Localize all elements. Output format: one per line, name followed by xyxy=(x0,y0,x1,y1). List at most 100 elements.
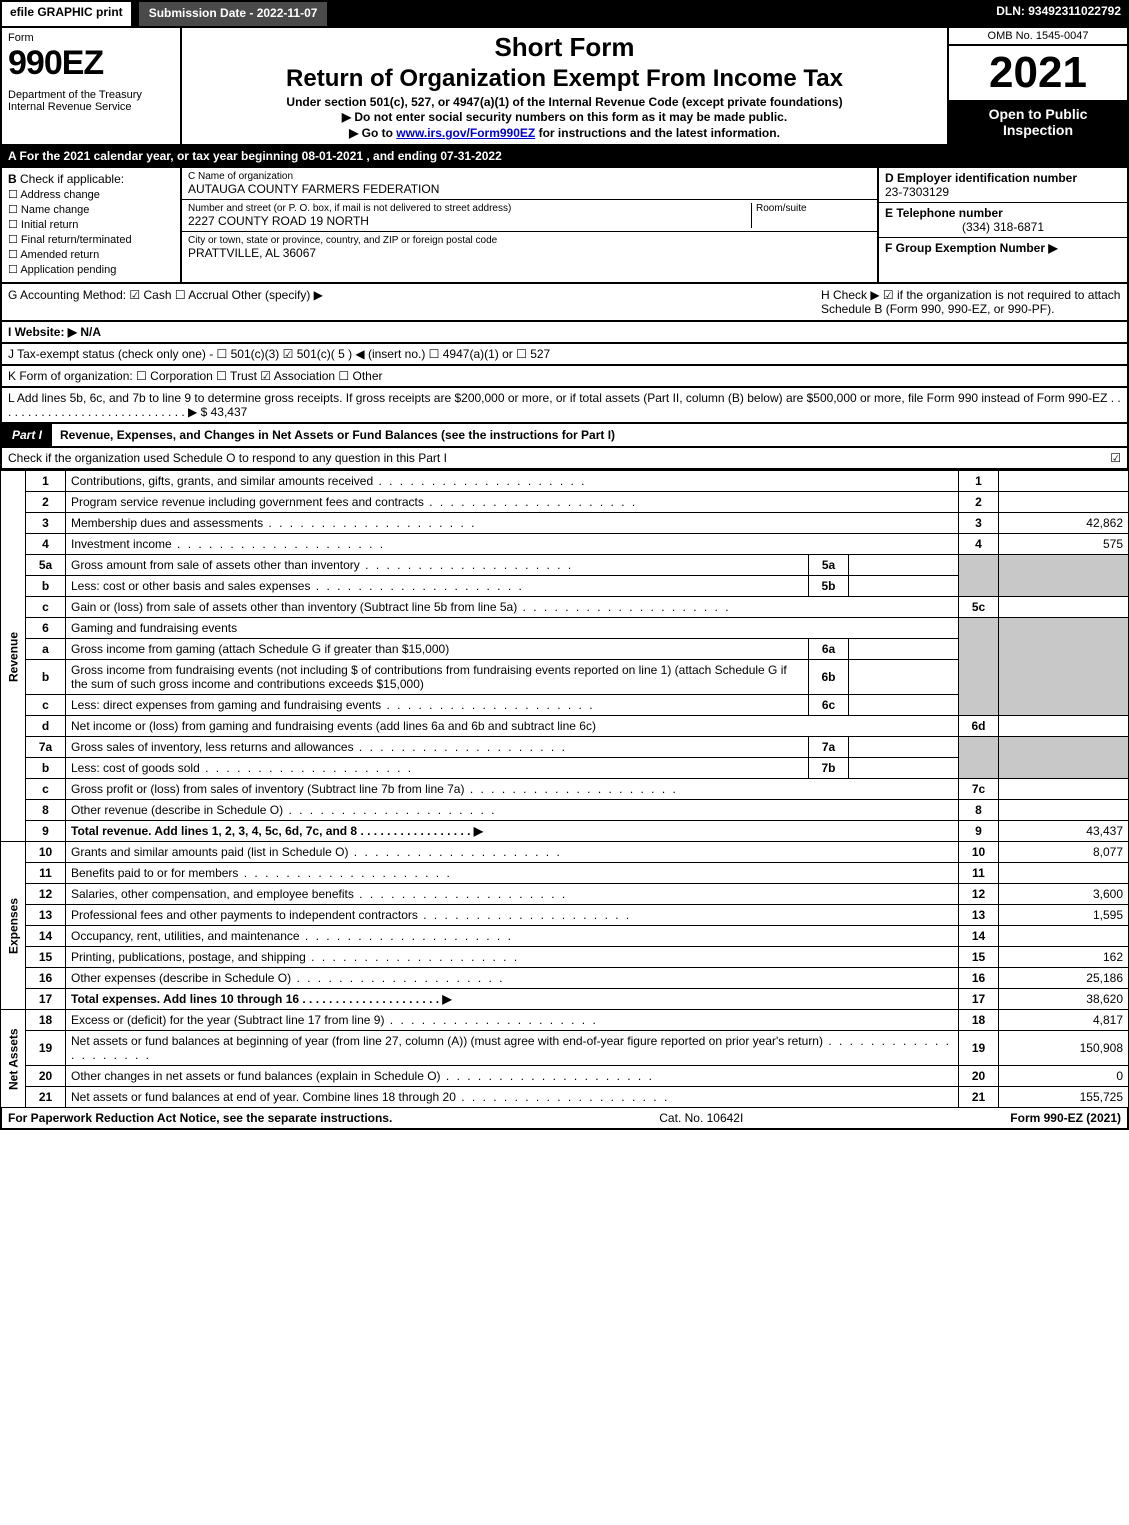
l10-rnum: 10 xyxy=(959,842,999,863)
l21-desc: Net assets or fund balances at end of ye… xyxy=(66,1087,959,1108)
part1-checkbox[interactable] xyxy=(1110,451,1121,465)
l2-rnum: 2 xyxy=(959,492,999,513)
efile-print-button[interactable]: efile GRAPHIC print xyxy=(0,0,133,28)
l19-val: 150,908 xyxy=(999,1031,1129,1066)
l7a-num: 7a xyxy=(26,737,66,758)
l20-val: 0 xyxy=(999,1066,1129,1087)
col-b: B Check if applicable: Address change Na… xyxy=(2,168,182,282)
l6c-num: c xyxy=(26,695,66,716)
chk-app-pending[interactable]: Application pending xyxy=(8,263,174,276)
header-left: Form 990EZ Department of the Treasury In… xyxy=(2,28,182,144)
chk-name-change[interactable]: Name change xyxy=(8,203,174,216)
l20-rnum: 20 xyxy=(959,1066,999,1087)
l3-rnum: 3 xyxy=(959,513,999,534)
l6-num: 6 xyxy=(26,618,66,639)
return-title: Return of Organization Exempt From Incom… xyxy=(190,65,939,93)
side-expenses: Expenses xyxy=(1,842,26,1010)
irs-link[interactable]: www.irs.gov/Form990EZ xyxy=(396,126,535,140)
f-grp-row: F Group Exemption Number ▶ xyxy=(879,238,1127,258)
l6a-sn: 6a xyxy=(809,639,849,660)
header-mid: Short Form Return of Organization Exempt… xyxy=(182,28,947,144)
l11-rnum: 11 xyxy=(959,863,999,884)
l8-desc: Other revenue (describe in Schedule O) xyxy=(66,800,959,821)
l12-desc: Salaries, other compensation, and employ… xyxy=(66,884,959,905)
l15-rnum: 15 xyxy=(959,947,999,968)
l16-val: 25,186 xyxy=(999,968,1129,989)
part1-sublabel: Check if the organization used Schedule … xyxy=(0,448,1129,470)
l11-desc: Benefits paid to or for members xyxy=(66,863,959,884)
l6b-sv xyxy=(849,660,959,695)
tax-year: 2021 xyxy=(949,46,1127,100)
l14-num: 14 xyxy=(26,926,66,947)
l19-rnum: 19 xyxy=(959,1031,999,1066)
l17-desc: Total expenses. Add lines 10 through 16 … xyxy=(66,989,959,1010)
l10-desc: Grants and similar amounts paid (list in… xyxy=(66,842,959,863)
l19-num: 19 xyxy=(26,1031,66,1066)
e-tel-row: E Telephone number (334) 318-6871 xyxy=(879,203,1127,238)
chk-amended[interactable]: Amended return xyxy=(8,248,174,261)
l6-shade xyxy=(959,618,999,716)
l7a-desc: Gross sales of inventory, less returns a… xyxy=(66,737,809,758)
l16-num: 16 xyxy=(26,968,66,989)
g-accounting: G Accounting Method: ☑ Cash ☐ Accrual Ot… xyxy=(8,288,821,316)
org-city: PRATTVILLE, AL 36067 xyxy=(188,246,497,260)
c-addr-row: Number and street (or P. O. box, if mail… xyxy=(182,200,877,232)
l5a-num: 5a xyxy=(26,555,66,576)
part1-title: Revenue, Expenses, and Changes in Net As… xyxy=(52,424,1127,446)
c-name-label: C Name of organization xyxy=(188,171,439,182)
l7c-val xyxy=(999,779,1129,800)
l3-val: 42,862 xyxy=(999,513,1129,534)
l3-desc: Membership dues and assessments xyxy=(66,513,959,534)
l6c-sn: 6c xyxy=(809,695,849,716)
l19-desc: Net assets or fund balances at beginning… xyxy=(66,1031,959,1066)
l15-desc: Printing, publications, postage, and shi… xyxy=(66,947,959,968)
l16-desc: Other expenses (describe in Schedule O) xyxy=(66,968,959,989)
l5c-rnum: 5c xyxy=(959,597,999,618)
l7b-num: b xyxy=(26,758,66,779)
l13-rnum: 13 xyxy=(959,905,999,926)
l6c-sv xyxy=(849,695,959,716)
footer-left: For Paperwork Reduction Act Notice, see … xyxy=(8,1111,392,1125)
l20-desc: Other changes in net assets or fund bala… xyxy=(66,1066,959,1087)
l7-shade xyxy=(959,737,999,779)
l20-num: 20 xyxy=(26,1066,66,1087)
f-grp-label: F Group Exemption Number ▶ xyxy=(885,241,1121,255)
l8-rnum: 8 xyxy=(959,800,999,821)
l5c-num: c xyxy=(26,597,66,618)
i-label: I Website: ▶ N/A xyxy=(8,325,101,339)
l5b-sn: 5b xyxy=(809,576,849,597)
d-ein: 23-7303129 xyxy=(885,185,1121,199)
l15-num: 15 xyxy=(26,947,66,968)
c-city-row: City or town, state or province, country… xyxy=(182,232,877,263)
l8-num: 8 xyxy=(26,800,66,821)
l6a-sv xyxy=(849,639,959,660)
part1-label: Part I xyxy=(2,424,52,446)
form-word: Form xyxy=(8,32,174,44)
l14-val xyxy=(999,926,1129,947)
l6d-val xyxy=(999,716,1129,737)
footer-cat: Cat. No. 10642I xyxy=(392,1111,1010,1125)
form-number: 990EZ xyxy=(8,44,174,83)
row-j: J Tax-exempt status (check only one) - ☐… xyxy=(0,344,1129,366)
l13-num: 13 xyxy=(26,905,66,926)
l6c-desc: Less: direct expenses from gaming and fu… xyxy=(66,695,809,716)
top-bar: efile GRAPHIC print Submission Date - 20… xyxy=(0,0,1129,28)
section-b-f: B Check if applicable: Address change Na… xyxy=(0,168,1129,284)
header-right: OMB No. 1545-0047 2021 Open to Public In… xyxy=(947,28,1127,144)
l4-rnum: 4 xyxy=(959,534,999,555)
omb-no: OMB No. 1545-0047 xyxy=(949,28,1127,46)
l6a-num: a xyxy=(26,639,66,660)
part1-sub-text: Check if the organization used Schedule … xyxy=(8,451,447,465)
l9-desc: Total revenue. Add lines 1, 2, 3, 4, 5c,… xyxy=(66,821,959,842)
chk-final-return[interactable]: Final return/terminated xyxy=(8,233,174,246)
open-public: Open to Public Inspection xyxy=(949,100,1127,144)
l5a-sv xyxy=(849,555,959,576)
l1-rnum: 1 xyxy=(959,471,999,492)
l18-desc: Excess or (deficit) for the year (Subtra… xyxy=(66,1010,959,1031)
l5-shade-v xyxy=(999,555,1129,597)
chk-address-change[interactable]: Address change xyxy=(8,188,174,201)
e-tel-label: E Telephone number xyxy=(885,206,1121,220)
row-g-h: G Accounting Method: ☑ Cash ☐ Accrual Ot… xyxy=(0,284,1129,322)
line-a: A For the 2021 calendar year, or tax yea… xyxy=(0,146,1129,168)
chk-initial-return[interactable]: Initial return xyxy=(8,218,174,231)
